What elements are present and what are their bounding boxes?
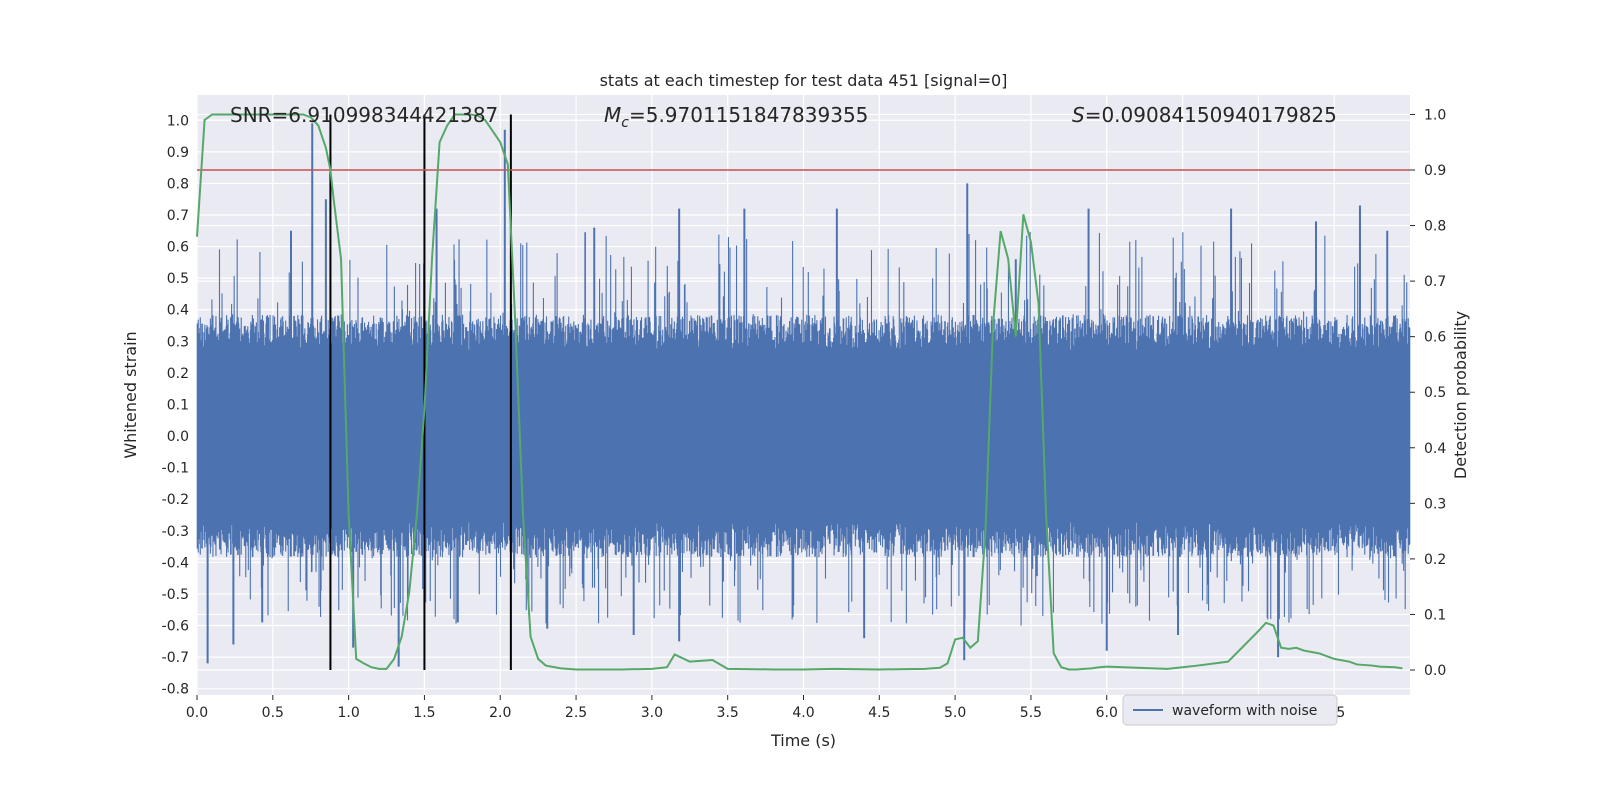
y-tick-label: -0.7 xyxy=(162,650,189,666)
y2-tick-label: 0.5 xyxy=(1424,385,1446,401)
x-axis-label: Time (s) xyxy=(770,731,836,750)
y-tick-label: -0.6 xyxy=(162,619,189,635)
y2-tick-label: 0.1 xyxy=(1424,607,1446,623)
x-tick-label: 0.0 xyxy=(186,705,208,721)
x-tick-label: 5.5 xyxy=(1020,705,1042,721)
y-tick-label: 0.4 xyxy=(167,303,189,319)
y-tick-label: 0.5 xyxy=(167,271,189,287)
y-tick-label: -0.4 xyxy=(162,555,189,571)
x-tick-label: 2.0 xyxy=(489,705,511,721)
x-tick-label: 5.0 xyxy=(944,705,966,721)
mc-value: =5.9701151847839355 xyxy=(629,103,868,127)
y-tick-label: -0.8 xyxy=(162,682,189,698)
s-symbol: S xyxy=(1072,103,1085,127)
y-tick-label: 0.9 xyxy=(167,145,189,161)
y2-tick-label: 0.0 xyxy=(1424,663,1446,679)
y-tick-label: -0.5 xyxy=(162,587,189,603)
y2-tick-label: 0.6 xyxy=(1424,330,1446,346)
mc-symbol: M xyxy=(604,103,621,127)
y-tick-label: -0.2 xyxy=(162,492,189,508)
x-tick-label: 3.0 xyxy=(641,705,663,721)
y2-tick-label: 0.9 xyxy=(1424,163,1446,179)
mc-subscript: c xyxy=(621,115,629,131)
x-tick-label: 0.5 xyxy=(262,705,284,721)
waveform-series xyxy=(196,123,1411,667)
x-tick-label: 4.0 xyxy=(792,705,814,721)
y2-tick-label: 1.0 xyxy=(1424,107,1446,123)
chart-title: stats at each timestep for test data 451… xyxy=(600,71,1008,90)
y-tick-label: 0.6 xyxy=(167,240,189,256)
y-tick-label: 0.7 xyxy=(167,208,189,224)
x-tick-label: 4.5 xyxy=(868,705,890,721)
axes: 0.00.51.01.52.02.53.03.54.04.55.05.56.06… xyxy=(162,107,1447,721)
legend-label: waveform with noise xyxy=(1172,703,1317,719)
x-tick-label: 6.0 xyxy=(1096,705,1118,721)
y-tick-label: 0.2 xyxy=(167,366,189,382)
y-tick-label: -0.1 xyxy=(162,461,189,477)
y2-tick-label: 0.8 xyxy=(1424,219,1446,235)
x-tick-label: 1.5 xyxy=(413,705,435,721)
y2-tick-label: 0.3 xyxy=(1424,496,1446,512)
y-axis-label: Whitened strain xyxy=(121,331,140,458)
chirp-mass-annotation: Mc=5.9701151847839355 xyxy=(604,103,868,131)
x-tick-label: 3.5 xyxy=(717,705,739,721)
probability-line xyxy=(196,113,1403,671)
x-tick-label: 2.5 xyxy=(565,705,587,721)
s-value: =0.09084150940179825 xyxy=(1085,103,1337,127)
y2-tick-label: 0.2 xyxy=(1424,552,1446,568)
y-tick-label: 0.3 xyxy=(167,334,189,350)
snr-annotation: SNR=6.910998344421387 xyxy=(230,103,498,127)
y-tick-label: 0.0 xyxy=(167,429,189,445)
y2-tick-label: 0.4 xyxy=(1424,441,1446,457)
y-tick-label: -0.3 xyxy=(162,524,189,540)
y-tick-label: 1.0 xyxy=(167,113,189,129)
y2-axis-label: Detection probability xyxy=(1451,311,1470,479)
y2-tick-label: 0.7 xyxy=(1424,274,1446,290)
waveform-trace xyxy=(196,231,1411,626)
legend-box xyxy=(1122,694,1338,726)
s-annotation: S=0.09084150940179825 xyxy=(1072,103,1337,127)
y-tick-label: 0.1 xyxy=(167,397,189,413)
legend: waveform with noise xyxy=(1122,694,1338,726)
y-tick-label: 0.8 xyxy=(167,176,189,192)
x-tick-label: 1.0 xyxy=(337,705,359,721)
